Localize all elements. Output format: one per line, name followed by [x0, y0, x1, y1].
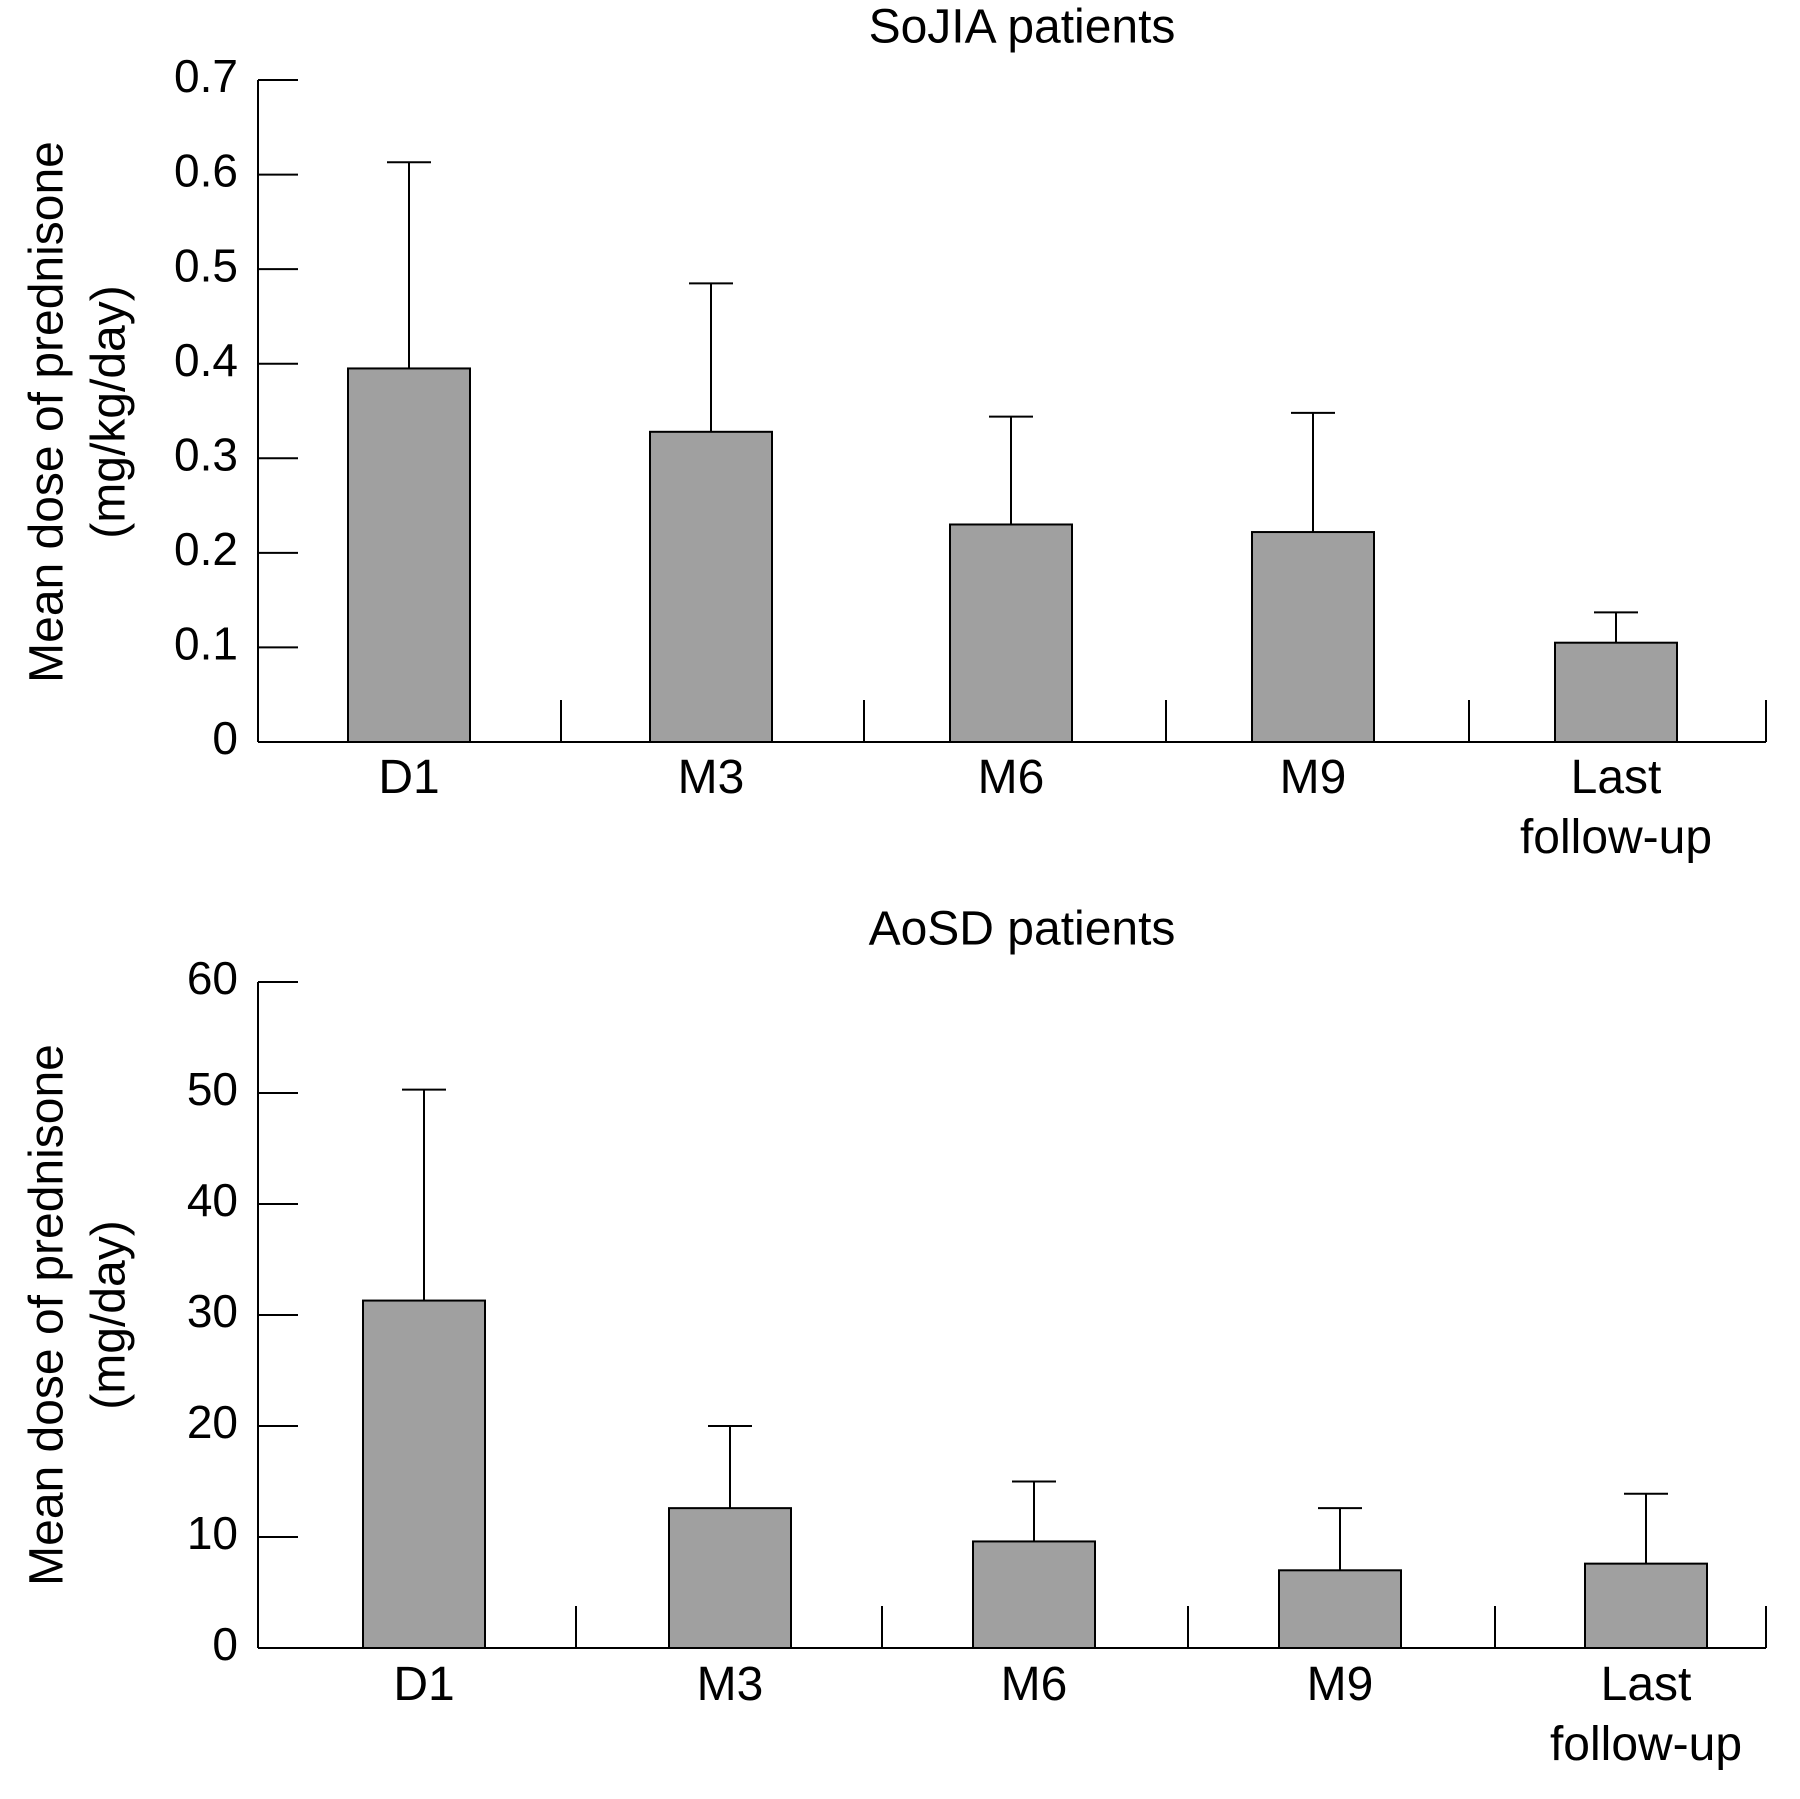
- x-tick-label: D1: [378, 751, 439, 804]
- y-tick-label: 10: [187, 1507, 238, 1559]
- y-tick-label: 0.6: [174, 145, 238, 197]
- y-axis-label: Mean dose of prednisone: [21, 141, 74, 683]
- y-tick-label: 60: [187, 952, 238, 1004]
- chart-panel-2: AoSD patients Mean dose of prednisone (mg/…: [21, 903, 1767, 1771]
- bar-m9: [1251, 531, 1375, 744]
- y-tick-label: 0.4: [174, 334, 238, 386]
- bar-m6: [949, 523, 1073, 743]
- bar-m6: [972, 1540, 1096, 1649]
- bar-d1: [362, 1299, 486, 1649]
- x-tick-label: M6: [978, 751, 1045, 804]
- x-tick-label: M3: [697, 1658, 764, 1711]
- x-tick-label: M3: [678, 751, 745, 804]
- bar-d1: [347, 367, 471, 743]
- bar-m3: [649, 430, 773, 743]
- chart-title: AoSD patients: [869, 903, 1176, 956]
- y-tick-label: 0: [212, 1618, 238, 1670]
- bar-m9: [1278, 1569, 1402, 1650]
- bar-last-follow-up: [1554, 641, 1678, 744]
- y-axis-unit-label: (mg/kg/day): [83, 285, 136, 538]
- y-tick-label: 0.1: [174, 618, 238, 670]
- x-tick-label: M9: [1307, 1658, 1374, 1711]
- x-tick-label: Last follow-up: [1550, 1658, 1742, 1771]
- y-tick-label: 20: [187, 1396, 238, 1448]
- y-tick-label: 0: [212, 712, 238, 764]
- y-tick-label: 40: [187, 1174, 238, 1226]
- chart-panel-1: SoJIA patients Mean dose of prednisone (mg…: [21, 1, 1767, 864]
- y-axis-unit-label: (mg/day): [83, 1220, 136, 1409]
- chart-title: SoJIA patients: [869, 1, 1176, 54]
- x-tick-label: Last follow-up: [1520, 751, 1712, 864]
- x-tick-label: M6: [1001, 1658, 1068, 1711]
- y-tick-label: 0.5: [174, 239, 238, 291]
- y-tick-label: 0.2: [174, 523, 238, 575]
- x-tick-label: M9: [1280, 751, 1347, 804]
- bar-m3: [668, 1507, 792, 1650]
- y-axis-label: Mean dose of prednisone: [21, 1044, 74, 1586]
- y-tick-label: 30: [187, 1285, 238, 1337]
- y-tick-label: 0.7: [174, 50, 238, 102]
- x-tick-label: D1: [393, 1658, 454, 1711]
- y-tick-label: 0.3: [174, 428, 238, 480]
- bar-last-follow-up: [1584, 1562, 1708, 1650]
- y-tick-label: 50: [187, 1063, 238, 1115]
